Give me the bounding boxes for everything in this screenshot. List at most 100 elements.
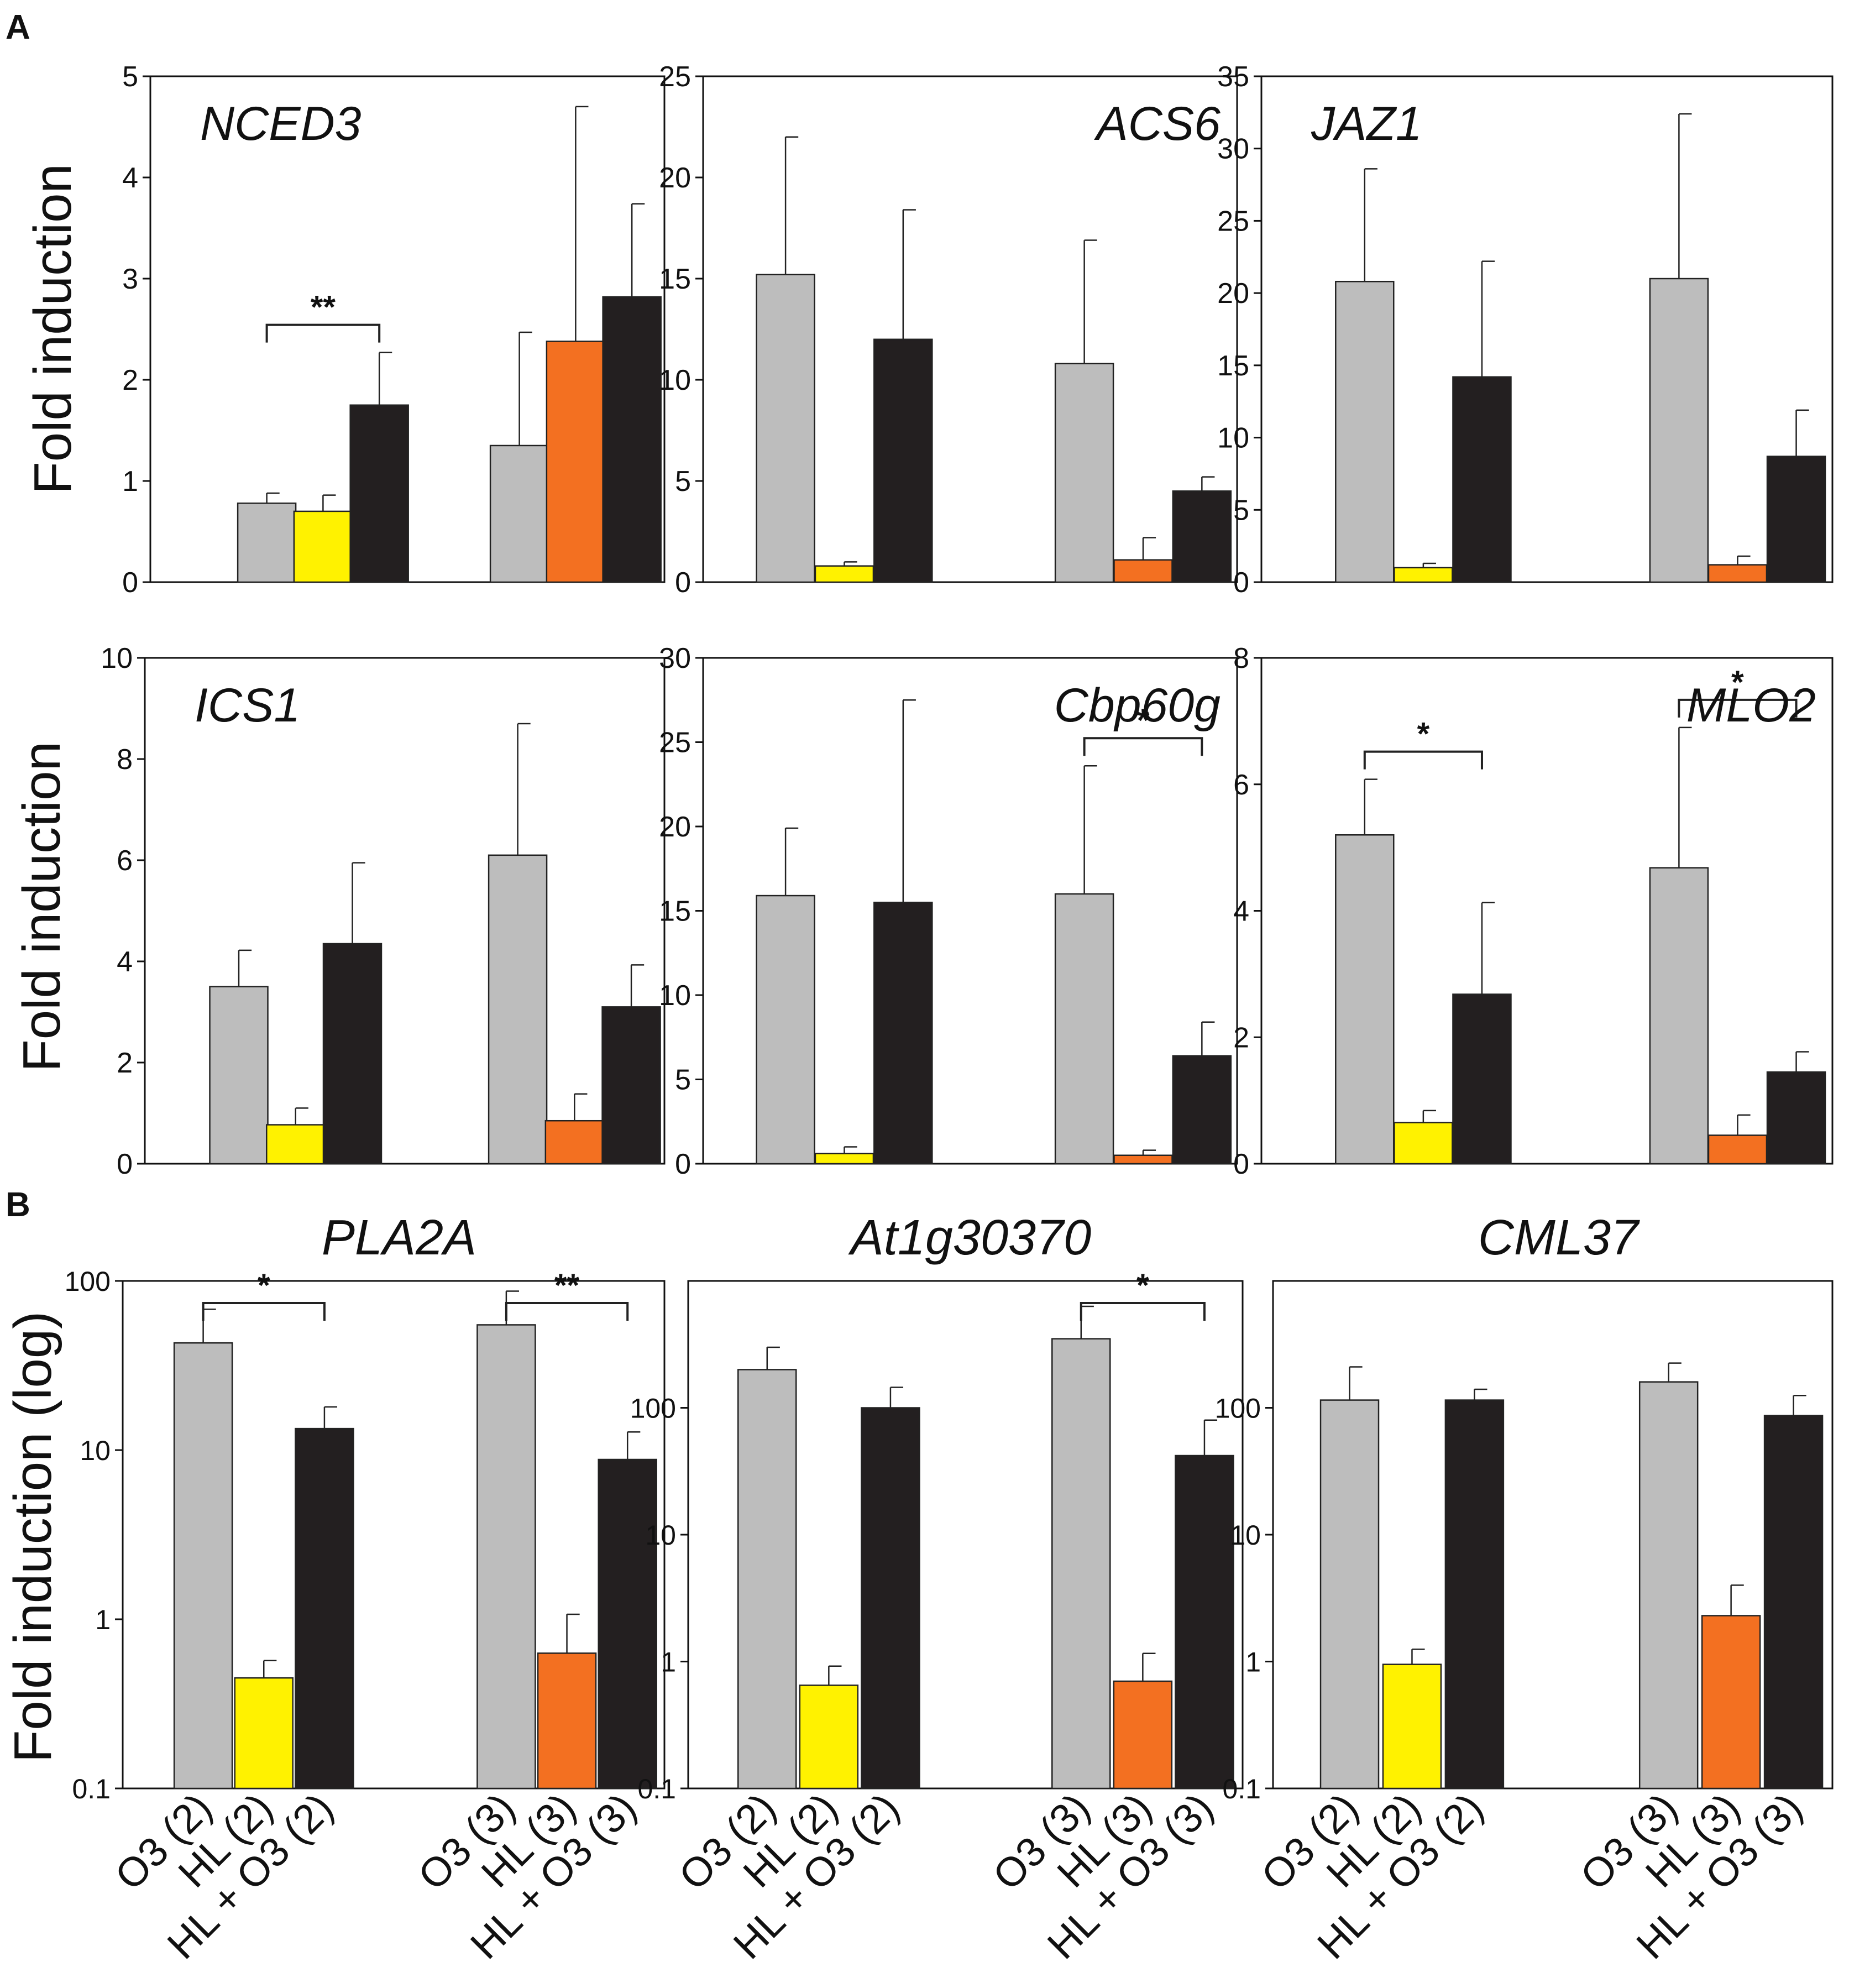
y-tick-label: 0	[122, 567, 138, 599]
bar-hl-o3-2	[873, 338, 933, 583]
bar-hl-o3-2	[322, 943, 383, 1165]
y-tick-label: 2	[122, 364, 138, 396]
y-tick-label: 0.1	[637, 1773, 676, 1804]
bar-hl-o3-2	[861, 1407, 920, 1790]
y-tick-label: 10	[659, 364, 691, 396]
y-tick-label: 10	[659, 980, 691, 1012]
y-axis-label-row2: Fold induction	[12, 741, 71, 1072]
bar-hl-o3-3	[1172, 490, 1232, 583]
y-axis-label-row1: Fold induction	[23, 164, 82, 494]
bar-hl-o3-3	[1763, 1415, 1824, 1790]
bar-hl-2	[799, 1684, 859, 1790]
bar-hl-2	[265, 1124, 326, 1165]
y-tick-label: 25	[1217, 205, 1249, 237]
y-tick-label: 10	[80, 1435, 111, 1466]
y-tick-label: 4	[122, 162, 138, 194]
y-tick-label: 5	[122, 61, 138, 93]
chart-jaz1: 0 5 10 15 20 25 30 35 JAZ1	[1217, 61, 1834, 599]
chart-nced3: 0 1 2 3 4 5 ** NCED3	[122, 61, 666, 599]
y-tick-label: 15	[659, 896, 691, 928]
y-tick-label: 1	[122, 465, 138, 498]
y-tick-label: 3	[122, 263, 138, 295]
y-tick-label: 1	[1245, 1647, 1261, 1678]
bar-hl-o3-3	[1172, 1055, 1232, 1165]
bar-o3-3	[476, 1324, 536, 1790]
bar-hl-2	[1394, 567, 1453, 583]
significance-mark: *	[1731, 665, 1744, 700]
y-tick-label: 15	[1217, 350, 1249, 382]
bar-hl-2	[1394, 1122, 1453, 1165]
gene-label: JAZ1	[1311, 97, 1422, 150]
gene-label: PLA2A	[322, 1210, 476, 1265]
bar-hl-o3-3	[601, 1006, 661, 1165]
bar-hl-3	[1707, 564, 1768, 583]
bar-o3-2	[237, 503, 297, 583]
plot-frame	[122, 1280, 666, 1790]
y-tick-label: 2	[1233, 1022, 1249, 1054]
bar-o3-3	[489, 444, 549, 583]
chart-acs6: 0 5 10 15 20 25 ACS6	[659, 61, 1238, 599]
bar-hl-2	[234, 1677, 294, 1790]
bar-o3-2	[737, 1369, 797, 1790]
bar-hl-o3-3	[1766, 1071, 1826, 1165]
bar-hl-2	[1382, 1663, 1442, 1790]
y-tick-label: 8	[117, 744, 133, 776]
y-tick-label: 15	[659, 263, 691, 295]
bar-o3-2	[1335, 280, 1395, 583]
bar-hl-3	[1701, 1615, 1761, 1790]
bar-o3-2	[756, 894, 815, 1165]
significance-bracket	[1678, 698, 1798, 718]
y-tick-label: 10	[1217, 422, 1249, 454]
plot-frame	[1260, 75, 1834, 583]
significance-bracket	[265, 323, 381, 343]
significance-mark: **	[311, 290, 336, 326]
y-tick-label: 20	[659, 162, 691, 194]
y-tick-label: 10	[101, 642, 133, 674]
y-tick-label: 0	[1233, 1148, 1249, 1180]
significance-bracket	[1080, 1302, 1206, 1321]
chart-ics1: 0 2 4 6 8 10 ICS1	[101, 642, 666, 1180]
gene-label: MLO2	[1686, 679, 1816, 732]
y-tick-label: 4	[1233, 896, 1249, 928]
y-tick-label: 0	[675, 567, 691, 599]
y-tick-label: 100	[1215, 1393, 1261, 1424]
chart-cbp60g: 0 5 10 15 20 25 30 *Cbp60g	[659, 642, 1238, 1180]
plot-frame	[702, 75, 1238, 583]
bar-o3-3	[1649, 867, 1709, 1165]
y-tick-label: 5	[675, 1064, 691, 1096]
bar-hl-3	[546, 341, 606, 583]
y-tick-label: 1	[95, 1604, 111, 1635]
gene-label: ICS1	[195, 679, 300, 732]
y-tick-label: 6	[117, 845, 133, 877]
y-tick-label: 6	[1233, 769, 1249, 801]
bar-hl-3	[1707, 1134, 1768, 1165]
bar-hl-3	[544, 1119, 605, 1165]
bar-o3-2	[756, 274, 815, 583]
significance-bracket	[1363, 750, 1483, 770]
charts-layer: 012345**NCED30510152025ACS60510152025303…	[65, 61, 1834, 1968]
y-tick-label: 2	[117, 1047, 133, 1079]
significance-bracket	[202, 1302, 326, 1321]
plot-frame	[144, 657, 666, 1165]
bar-hl-o3-2	[1444, 1399, 1505, 1790]
bar-o3-3	[1054, 363, 1114, 583]
bar-o3-3	[1638, 1381, 1699, 1790]
y-tick-label: 0.1	[72, 1773, 111, 1804]
y-tick-label: 35	[1217, 61, 1249, 93]
bar-o3-3	[1649, 278, 1709, 583]
gene-label: ACS6	[1093, 97, 1221, 150]
y-tick-label: 4	[117, 946, 133, 978]
y-tick-label: 10	[1230, 1520, 1261, 1551]
significance-mark: *	[1136, 1268, 1149, 1304]
significance-mark: **	[554, 1268, 580, 1304]
bar-hl-2	[814, 565, 874, 583]
y-tick-label: 30	[659, 642, 691, 674]
bar-hl-o3-3	[602, 296, 662, 583]
y-tick-label: 25	[659, 727, 691, 759]
gene-label: At1g30370	[848, 1210, 1091, 1265]
significance-mark: *	[1417, 716, 1430, 752]
bar-o3-3	[1054, 893, 1114, 1165]
